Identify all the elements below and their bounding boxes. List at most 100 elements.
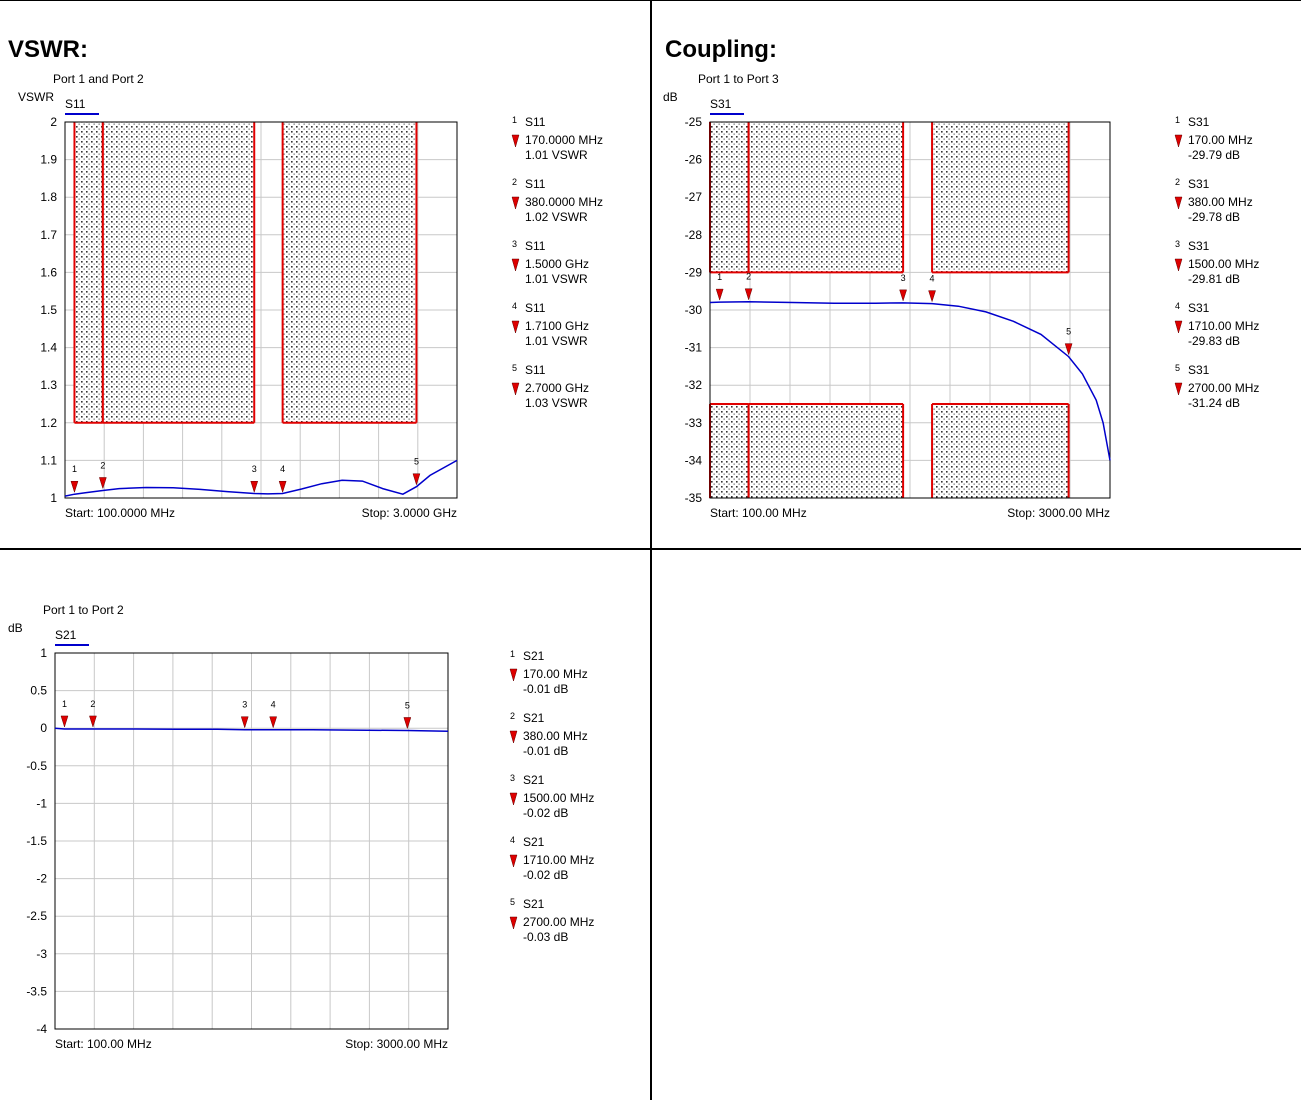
y-tick-label: -1: [36, 796, 47, 810]
y-tick-label: -2: [36, 872, 47, 886]
legend-value: -0.01 dB: [523, 682, 568, 696]
chart-subtitle: Port 1 and Port 2: [53, 72, 144, 86]
y-axis-label: VSWR: [18, 90, 54, 104]
legend-marker-number: 4: [510, 835, 515, 845]
legend-frequency: 1.5000 GHz: [525, 257, 589, 271]
limit-region: [102, 122, 255, 423]
legend-marker-number: 5: [512, 363, 517, 373]
legend-value: -0.01 dB: [523, 744, 568, 758]
limit-region: [748, 404, 904, 498]
y-tick-label: -30: [685, 303, 703, 317]
marker-triangle: [240, 716, 249, 729]
y-axis-label: dB: [8, 621, 23, 635]
chart-subtitle: Port 1 to Port 3: [698, 72, 779, 86]
marker-number: 3: [901, 273, 906, 283]
start-frequency-label: Start: 100.00 MHz: [55, 1037, 152, 1051]
y-tick-label: -3.5: [26, 984, 47, 998]
plot-frame: [54, 652, 449, 1030]
legend-value: -0.02 dB: [523, 806, 568, 820]
y-tick-label: 0.5: [30, 684, 47, 698]
legend-marker-icon: [1174, 134, 1183, 148]
y-tick-label: 1.3: [40, 378, 57, 392]
legend-marker-number: 2: [1175, 177, 1180, 187]
legend-marker-number: 4: [512, 301, 517, 311]
trace-line: [54, 727, 449, 732]
legend-trace: S21: [523, 711, 545, 725]
legend-marker-icon: [1174, 320, 1183, 334]
legend-marker-number: 3: [512, 239, 517, 249]
trace-name: S31: [710, 97, 732, 111]
marker-number: 5: [1066, 327, 1071, 337]
legend-value: -29.78 dB: [1188, 210, 1240, 224]
marker-number: 4: [280, 464, 285, 474]
marker-number: 2: [90, 699, 95, 709]
stop-frequency-label: Stop: 3000.00 MHz: [1007, 506, 1110, 520]
legend-marker-number: 4: [1175, 301, 1180, 311]
legend-value: -29.81 dB: [1188, 272, 1240, 286]
legend-marker-icon: [511, 320, 520, 334]
legend-trace: S31: [1188, 115, 1210, 129]
marker-number: 5: [414, 457, 419, 467]
marker-number: 4: [930, 274, 935, 284]
stop-frequency-label: Stop: 3000.00 MHz: [345, 1037, 448, 1051]
legend-marker-icon: [1174, 258, 1183, 272]
legend-marker-icon: [509, 916, 518, 930]
marker-triangle: [403, 717, 412, 730]
y-tick-label: 1.5: [40, 303, 57, 317]
legend-marker-number: 3: [510, 773, 515, 783]
y-tick-label: -35: [685, 491, 703, 505]
legend-trace: S31: [1188, 177, 1210, 191]
y-tick-label: -4: [36, 1022, 47, 1036]
legend-value: -0.03 dB: [523, 930, 568, 944]
start-frequency-label: Start: 100.00 MHz: [710, 506, 807, 520]
legend-marker-icon: [1174, 196, 1183, 210]
marker-number: 3: [242, 700, 247, 710]
legend-marker-icon: [511, 382, 520, 396]
legend-trace: S21: [523, 773, 545, 787]
legend-marker-icon: [1174, 382, 1183, 396]
y-tick-label: -31: [685, 341, 703, 355]
legend-value: 1.01 VSWR: [525, 272, 588, 286]
legend-frequency: 1.7100 GHz: [525, 319, 589, 333]
y-tick-label: 1.4: [40, 341, 57, 355]
y-tick-label: 1.2: [40, 416, 57, 430]
marker-triangle: [99, 477, 107, 490]
limit-region: [710, 404, 749, 498]
legend-frequency: 1500.00 MHz: [1188, 257, 1259, 271]
y-tick-label: 1.8: [40, 190, 57, 204]
plot-frame: [64, 121, 458, 499]
insertion-loss-chart: Port 1 to Port 2 dB S21 -4 -3.5 -3 -2.5 -2 -1.5 -…: [8, 603, 594, 1051]
legend-value: 1.01 VSWR: [525, 334, 588, 348]
marker-number: 3: [252, 464, 257, 474]
legend-trace: S11: [525, 363, 546, 377]
legend-frequency: 380.00 MHz: [1188, 195, 1253, 209]
marker-triangle: [744, 288, 753, 301]
legend-marker-number: 3: [1175, 239, 1180, 249]
legend-frequency: 170.00 MHz: [523, 667, 588, 681]
marker-triangle: [1064, 343, 1073, 356]
legend-marker-icon: [509, 730, 518, 744]
quadrant-divider-vertical: [650, 0, 652, 1100]
y-tick-label: -26: [685, 153, 703, 167]
legend-value: 1.03 VSWR: [525, 396, 588, 410]
limit-region: [710, 122, 749, 273]
marker-triangle: [278, 480, 287, 494]
trace-name: S11: [65, 97, 86, 111]
legend-marker-icon: [511, 196, 520, 210]
trace-line: [709, 300, 1111, 461]
legend-trace: S21: [523, 835, 545, 849]
legend-trace: S31: [1188, 239, 1210, 253]
trace-name: S21: [55, 628, 77, 642]
legend-marker-icon: [511, 258, 520, 272]
plot-frame: [709, 121, 1111, 499]
legend-frequency: 2700.00 MHz: [523, 915, 594, 929]
legend-marker-icon: [511, 134, 520, 148]
marker-triangle: [70, 480, 79, 494]
legend-value: -29.79 dB: [1188, 148, 1240, 162]
marker-number: 1: [62, 699, 67, 709]
marker-number: 5: [405, 700, 410, 710]
legend-marker-number: 5: [510, 897, 515, 907]
marker-triangle: [269, 716, 278, 729]
marker-triangle: [250, 480, 259, 494]
legend-trace: S21: [523, 649, 545, 663]
